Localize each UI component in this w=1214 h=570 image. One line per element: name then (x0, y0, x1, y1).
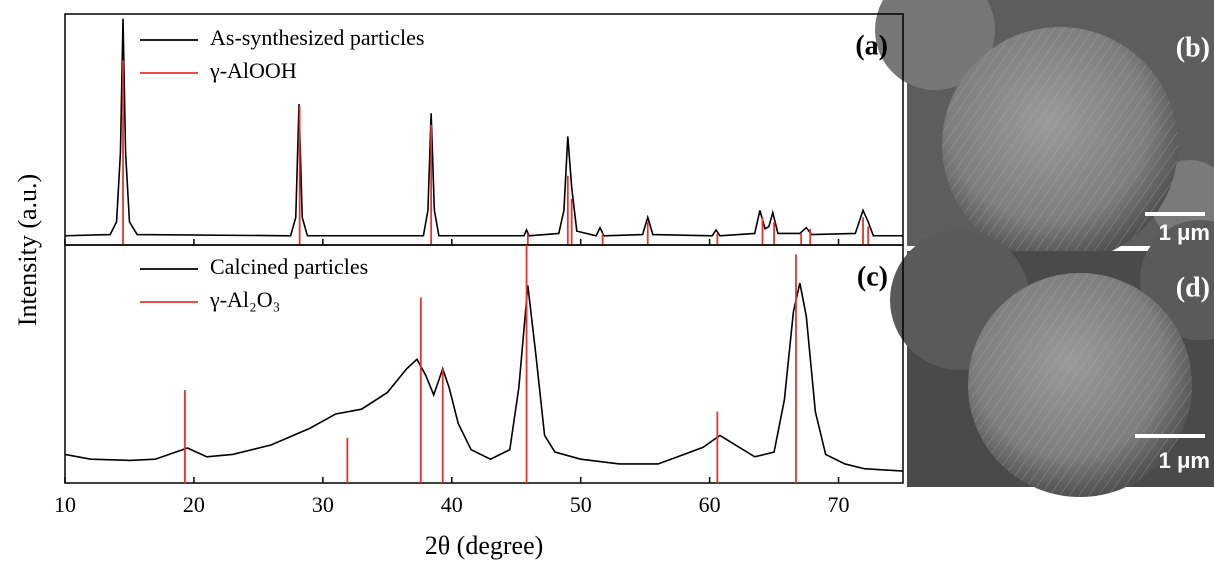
y-axis-title: Intensity (a.u.) (13, 174, 42, 326)
legend-label: As-synthesized particles (210, 25, 424, 50)
legend-label: γ-AlOOH (209, 58, 297, 83)
panel-label: (c) (857, 261, 888, 292)
sem-image (875, 0, 1214, 263)
x-axis-title: 2θ (degree) (425, 531, 544, 560)
legend-label: γ-Al₂O₃ (209, 287, 280, 312)
x-tick-label: 40 (441, 492, 463, 517)
x-tick-label: 70 (828, 492, 850, 517)
x-tick-label: 20 (183, 492, 205, 517)
sem-image (890, 220, 1214, 497)
scale-text: 1 μm (1159, 220, 1210, 245)
panel-label: (a) (855, 30, 888, 61)
x-tick-label: 50 (570, 492, 592, 517)
scale-text: 1 μm (1159, 448, 1210, 473)
pattern-line (64, 18, 903, 237)
panel-label: (b) (1176, 32, 1210, 63)
legend-label: Calcined particles (210, 254, 368, 279)
x-tick-label: 60 (699, 492, 721, 517)
plot-frame (64, 13, 904, 246)
pattern-line (64, 282, 904, 472)
plot-frame (64, 244, 904, 484)
x-tick-label: 30 (312, 492, 334, 517)
x-tick-label: 10 (54, 492, 76, 517)
panel-label: (d) (1176, 272, 1210, 303)
